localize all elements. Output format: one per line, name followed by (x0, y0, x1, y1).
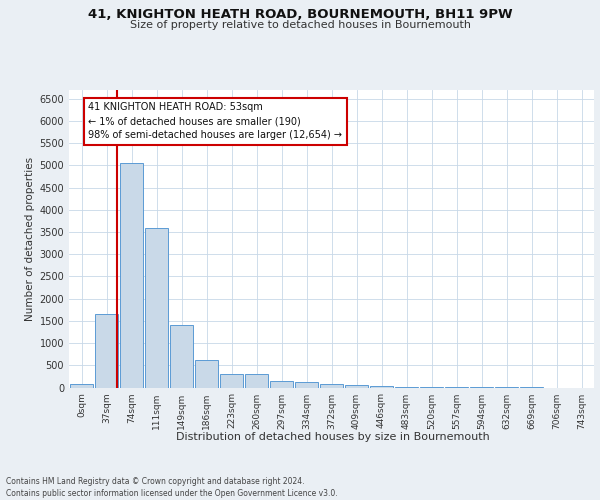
Bar (270, 381, 293, 388)
Text: 41, KNIGHTON HEATH ROAD, BOURNEMOUTH, BH11 9PW: 41, KNIGHTON HEATH ROAD, BOURNEMOUTH, BH… (88, 8, 512, 20)
Y-axis label: Number of detached properties: Number of detached properties (25, 156, 35, 321)
Text: Distribution of detached houses by size in Bournemouth: Distribution of detached houses by size … (176, 432, 490, 442)
Bar (295, 382, 318, 388)
Text: Size of property relative to detached houses in Bournemouth: Size of property relative to detached ho… (130, 20, 470, 30)
Bar (170, 326, 193, 388)
Text: 41 KNIGHTON HEATH ROAD: 53sqm
← 1% of detached houses are smaller (190)
98% of s: 41 KNIGHTON HEATH ROAD: 53sqm ← 1% of de… (89, 102, 343, 141)
Bar (120, 163, 143, 388)
Text: Contains HM Land Registry data © Crown copyright and database right 2024.
Contai: Contains HM Land Registry data © Crown c… (6, 476, 338, 498)
Bar (220, 374, 243, 388)
Bar (245, 374, 268, 388)
Bar (70, 384, 93, 388)
Bar (320, 384, 343, 388)
Bar (145, 228, 168, 388)
Bar (95, 314, 118, 388)
Bar (195, 360, 218, 388)
Bar (345, 386, 368, 388)
Bar (370, 386, 393, 388)
